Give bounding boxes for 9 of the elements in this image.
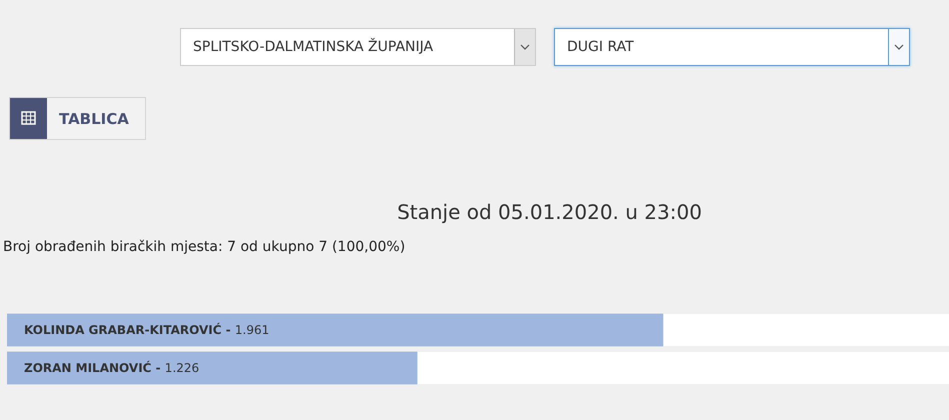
category-label: ZORAN MILANOVIĆ -	[24, 361, 161, 376]
dropdown-field: DUGI RAT	[554, 28, 910, 66]
table-button: TABLICA	[9, 97, 146, 140]
category-label: KOLINDA GRABAR-KITAROVIĆ -	[24, 323, 231, 338]
dropdown-field: SPLITSKO-DALMATINSKA ŽUPANIJA	[180, 28, 536, 66]
chart-title: Stanje od 05.01.2020. u 23:00	[396, 200, 703, 224]
chart-subtitle: Broj obrađenih biračkih mjesta: 7 od ukupno 7 (100,00%)	[3, 239, 406, 255]
data-label: 1.961	[234, 323, 270, 338]
data-label: 1.226	[164, 361, 200, 376]
